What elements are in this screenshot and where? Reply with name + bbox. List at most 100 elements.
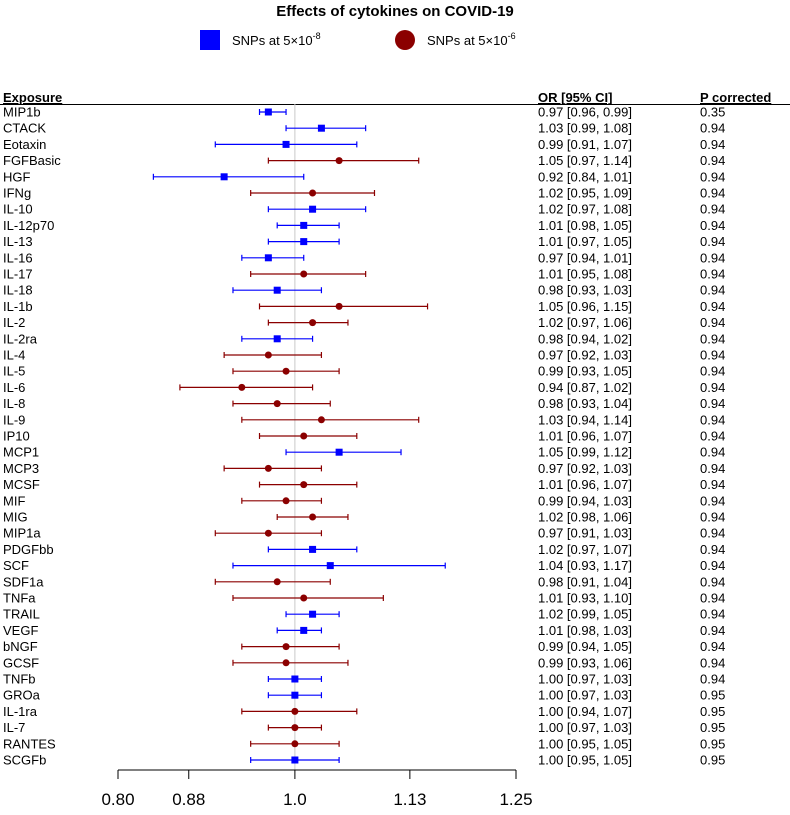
exposure-label: IL-17 <box>3 267 33 282</box>
or-point-square <box>220 173 228 181</box>
p-corrected-value: 0.35 <box>700 105 725 120</box>
exposure-label: IL-2 <box>3 315 25 330</box>
or-point-square <box>300 626 308 634</box>
exposure-label: RANTES <box>3 736 56 751</box>
p-corrected-value: 0.94 <box>700 364 725 379</box>
or-ci-value: 0.98 [0.93, 1.03] <box>538 283 632 298</box>
or-ci-value: 1.02 [0.95, 1.09] <box>538 186 632 201</box>
exposure-label: IL-10 <box>3 202 33 217</box>
or-point-square <box>300 238 308 246</box>
p-corrected-value: 0.94 <box>700 493 725 508</box>
chart-title: Effects of cytokines on COVID-19 <box>276 3 514 20</box>
or-ci-value: 0.92 [0.84, 1.01] <box>538 169 632 184</box>
or-ci-value: 1.00 [0.95, 1.05] <box>538 753 632 768</box>
exposure-label: TRAIL <box>3 607 40 622</box>
exposure-label: Eotaxin <box>3 137 46 152</box>
exposure-label: bNGF <box>3 639 38 654</box>
or-point-circle <box>282 659 290 667</box>
or-point-square <box>300 221 308 229</box>
or-point-square <box>291 691 299 699</box>
p-corrected-value: 0.94 <box>700 526 725 541</box>
exposure-label: IL-9 <box>3 412 25 427</box>
or-point-square <box>273 286 281 294</box>
column-headers: Exposure OR [95% CI] P corrected <box>3 90 771 105</box>
or-point-square <box>264 108 272 116</box>
exposure-label: HGF <box>3 169 31 184</box>
p-corrected-value: 0.95 <box>700 688 725 703</box>
exposure-label: IL-2ra <box>3 331 38 346</box>
legend-label: SNPs at 5×10-8 <box>232 31 321 48</box>
or-point-square <box>264 254 272 262</box>
legend-square-marker <box>200 30 220 50</box>
exposure-label: IL-7 <box>3 720 25 735</box>
x-tick-label: 0.88 <box>172 790 205 809</box>
or-point-circle <box>300 594 308 602</box>
or-point-circle <box>335 302 343 310</box>
exposure-label: FGFBasic <box>3 153 61 168</box>
p-corrected-value: 0.94 <box>700 477 725 492</box>
or-ci-value: 0.99 [0.91, 1.07] <box>538 137 632 152</box>
or-ci-value: 1.01 [0.93, 1.10] <box>538 591 632 606</box>
or-ci-value: 0.98 [0.93, 1.04] <box>538 396 632 411</box>
x-axis: 0.80 0.88 1.0 1.13 1.25 <box>101 769 533 809</box>
x-tick-label: 0.80 <box>101 790 134 809</box>
exposure-label: IL-5 <box>3 364 25 379</box>
p-corrected-value: 0.94 <box>700 234 725 249</box>
x-tick-label: 1.0 <box>283 790 307 809</box>
p-corrected-value: 0.94 <box>700 121 725 136</box>
or-ci-value: 0.97 [0.92, 1.03] <box>538 461 632 476</box>
or-point-circle <box>291 724 299 732</box>
p-corrected-value: 0.94 <box>700 429 725 444</box>
or-ci-value: 1.02 [0.97, 1.08] <box>538 202 632 217</box>
or-ci-value: 1.02 [0.98, 1.06] <box>538 510 632 525</box>
or-point-square <box>291 675 299 683</box>
or-point-circle <box>309 319 317 327</box>
exposure-label: IL-13 <box>3 234 33 249</box>
p-corrected-value: 0.94 <box>700 574 725 589</box>
or-point-circle <box>335 157 343 165</box>
header-p-corrected: P corrected <box>700 90 771 105</box>
or-point-square <box>335 448 343 456</box>
exposure-label: IL-4 <box>3 348 25 363</box>
exposure-label: MIP1a <box>3 526 41 541</box>
exposure-label: IL-1ra <box>3 704 38 719</box>
exposure-label: MCSF <box>3 477 40 492</box>
or-ci-value: 1.01 [0.96, 1.07] <box>538 429 632 444</box>
or-ci-value: 1.02 [0.97, 1.07] <box>538 542 632 557</box>
p-corrected-value: 0.94 <box>700 380 725 395</box>
or-ci-value: 0.97 [0.94, 1.01] <box>538 250 632 265</box>
p-corrected-value: 0.94 <box>700 445 725 460</box>
p-corrected-value: 0.94 <box>700 218 725 233</box>
x-tick-label: 1.25 <box>499 790 532 809</box>
p-corrected-value: 0.94 <box>700 202 725 217</box>
p-corrected-value: 0.94 <box>700 250 725 265</box>
p-corrected-value: 0.94 <box>700 283 725 298</box>
exposure-label: GCSF <box>3 655 39 670</box>
p-corrected-value: 0.94 <box>700 299 725 314</box>
p-corrected-value: 0.95 <box>700 720 725 735</box>
or-point-circle <box>273 578 281 586</box>
or-ci-value: 0.99 [0.94, 1.03] <box>538 493 632 508</box>
or-point-circle <box>309 513 317 521</box>
exposure-label: VEGF <box>3 623 38 638</box>
or-point-square <box>317 124 325 132</box>
p-corrected-value: 0.94 <box>700 348 725 363</box>
or-ci-value: 1.04 [0.93, 1.17] <box>538 558 632 573</box>
or-ci-value: 1.00 [0.97, 1.03] <box>538 720 632 735</box>
or-point-circle <box>300 432 308 440</box>
p-corrected-value: 0.94 <box>700 655 725 670</box>
header-exposure: Exposure <box>3 90 62 105</box>
or-ci-value: 1.02 [0.99, 1.05] <box>538 607 632 622</box>
or-point-circle <box>291 707 299 715</box>
p-corrected-value: 0.94 <box>700 461 725 476</box>
p-corrected-value: 0.94 <box>700 623 725 638</box>
p-corrected-value: 0.95 <box>700 736 725 751</box>
or-point-circle <box>309 189 317 197</box>
exposure-label: IL-6 <box>3 380 25 395</box>
or-point-square <box>309 545 317 553</box>
p-corrected-value: 0.94 <box>700 510 725 525</box>
exposure-label: SDF1a <box>3 574 44 589</box>
exposure-label: IFNg <box>3 186 31 201</box>
legend: SNPs at 5×10-8 SNPs at 5×10-6 <box>200 30 516 50</box>
p-corrected-value: 0.94 <box>700 396 725 411</box>
